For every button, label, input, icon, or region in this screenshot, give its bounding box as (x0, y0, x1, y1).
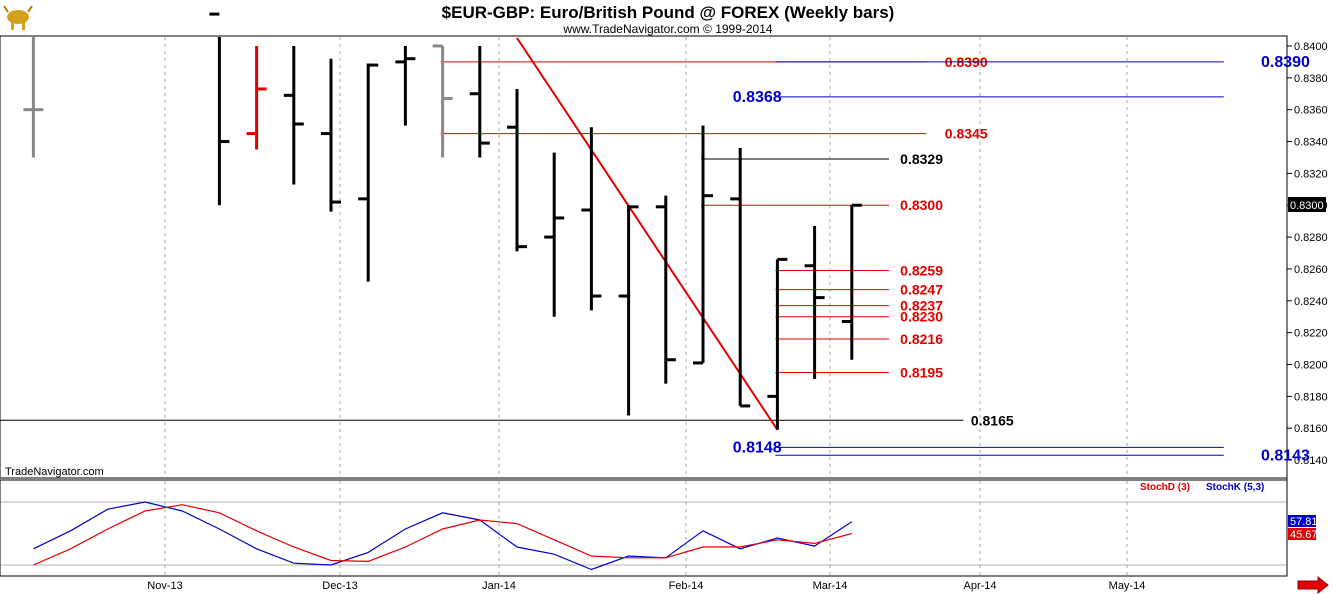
ohlc-bars (23, 12, 862, 430)
y-tick-label: 0.8280 (1294, 232, 1328, 244)
price-panel (0, 35, 1288, 479)
header-band (0, 0, 1336, 36)
scroll-right-arrow-icon[interactable] (1297, 575, 1329, 594)
x-tick-label: Jan-14 (482, 580, 516, 592)
x-tick-label: Feb-14 (669, 580, 704, 592)
stoch-value-label: 45.67 (1290, 529, 1318, 541)
y-tick-label: 0.8360 (1294, 105, 1328, 117)
stoch-line (33, 504, 852, 566)
time-axis: Nov-13 Dec-13 Jan-14 Feb-14 Mar-14 Apr-14 May-… (147, 580, 1145, 592)
level-label: 0.8143 (1261, 447, 1310, 464)
y-tick-label: 0.8200 (1294, 360, 1328, 372)
level-label: 0.8345 (945, 126, 988, 142)
level-label: 0.8216 (900, 331, 943, 347)
x-tick-label: Dec-13 (322, 580, 357, 592)
stoch-legend-item: StochD (3) (1140, 482, 1190, 493)
chart-subtitle: www.TradeNavigator.com © 1999-2014 (562, 22, 772, 36)
y-tick-label: 0.8220 (1294, 328, 1328, 340)
x-tick-label: Apr-14 (963, 580, 996, 592)
level-label: 0.8237 (900, 298, 943, 314)
logo-icon (3, 5, 33, 30)
watermark: TradeNavigator.com (5, 466, 104, 478)
level-label: 0.8230 (900, 309, 943, 325)
y-tick-label: 0.8380 (1294, 73, 1328, 85)
price-levels: 0.8390 0.83900.83680.83450.83290.83000.82… (0, 54, 1310, 464)
price-axis: 0.8400 0.8380 0.8360 0.8340 0.8320 0.8300 0.82… (1287, 41, 1328, 467)
grid (0, 37, 1287, 575)
y-tick-label: 0.8320 (1294, 168, 1328, 180)
current-price-marker: 0.8300 (1288, 197, 1326, 212)
stoch-legend-item: StochK (5,3) (1206, 482, 1264, 493)
level-label: 0.8165 (971, 412, 1014, 428)
x-tick-label: May-14 (1109, 580, 1146, 592)
y-tick-label: 0.8260 (1294, 264, 1328, 276)
stoch-panel (0, 479, 1288, 577)
trendline-group (516, 37, 779, 431)
y-tick-label: 0.8400 (1294, 41, 1328, 53)
stoch-value-box (1288, 515, 1316, 527)
level-label: 0.8329 (900, 151, 943, 167)
stoch-value-label: 57.81 (1290, 516, 1318, 528)
x-tick-label: Nov-13 (147, 580, 182, 592)
stoch-line (33, 501, 853, 571)
stoch-value-box (1288, 528, 1316, 540)
level-label: 0.8247 (900, 282, 943, 298)
level-label: 0.8368 (733, 89, 782, 106)
trendline (516, 37, 779, 431)
level-label: 0.8259 (900, 263, 943, 279)
chart-title: $EUR-GBP: Euro/British Pound @ FOREX (We… (442, 3, 895, 22)
y-tick-label: 0.8340 (1294, 137, 1328, 149)
level-label: 0.8390 (1261, 54, 1310, 71)
stoch-legend: StochD (3) StochK (5,3) (1140, 482, 1264, 493)
x-tick-label: Mar-14 (813, 580, 848, 592)
current-price-label: 0.8300 (1290, 200, 1324, 212)
level-label: 0.8148 (733, 439, 782, 456)
level-label: 0.8300 (900, 197, 943, 213)
level-label: 0.8195 (900, 364, 943, 380)
y-tick-label: 0.8240 (1294, 296, 1328, 308)
y-tick-label: 0.8140 (1294, 455, 1328, 467)
y-tick-label: 0.8160 (1294, 423, 1328, 435)
stochastic-lines (33, 501, 853, 571)
y-tick-label: 0.8180 (1294, 391, 1328, 403)
